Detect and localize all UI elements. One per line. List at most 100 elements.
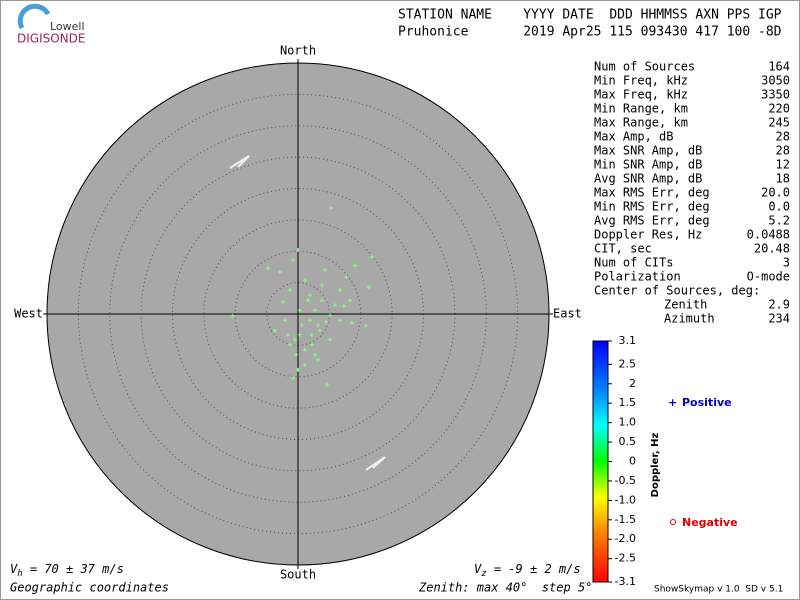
vh: Vh = 70 ± 37 m/s <box>10 562 124 579</box>
colorbar-tick-label: -1.0 <box>615 493 636 506</box>
logo-top: Lowell <box>50 20 85 33</box>
source-point <box>309 332 314 337</box>
source-point <box>302 347 307 352</box>
source-point <box>302 362 307 367</box>
colorbar-title: Doppler, Hz <box>650 433 661 498</box>
source-point <box>324 320 329 325</box>
stat-label: Avg RMS Err, deg <box>594 214 710 228</box>
source-point <box>353 263 358 268</box>
source-point <box>272 328 277 333</box>
legend-positive: Positive <box>682 396 732 409</box>
source-point <box>344 274 349 279</box>
source-point <box>329 205 334 210</box>
source-point <box>317 328 322 333</box>
colorbar-tick-label: 0 <box>629 455 636 468</box>
stat-value: 20.48 <box>754 242 790 256</box>
stat-label: Doppler Res, Hz <box>594 228 702 242</box>
stat-label: Min RMS Err, deg <box>594 200 710 214</box>
source-point <box>312 308 317 313</box>
source-point <box>287 342 292 347</box>
colorbar-tick-label: 2 <box>629 377 636 390</box>
source-point <box>292 337 297 342</box>
source-point <box>324 382 329 387</box>
colorbar-tick-label: 1.5 <box>619 396 637 409</box>
source-point <box>299 323 304 328</box>
source-point <box>366 285 371 290</box>
source-point <box>312 352 317 357</box>
source-point <box>302 278 307 283</box>
arrow <box>365 456 386 471</box>
stat-value: O-mode <box>747 270 790 284</box>
stat-value: 5.2 <box>768 214 790 228</box>
stat-value: 18 <box>776 172 790 186</box>
source-point <box>309 342 314 347</box>
stats: Num of Sources 164 Min Freq, kHz 3050 Max Fr… <box>594 60 790 326</box>
colorbar-tick-label: 2.5 <box>619 357 637 370</box>
colorbar-tick-label: 3.1 <box>619 334 637 347</box>
source-point <box>338 288 343 293</box>
stat-value: 220 <box>768 102 790 116</box>
stat-label: Max RMS Err, deg <box>594 186 710 200</box>
stat-label: Max Range, km <box>594 116 688 130</box>
center-label: Zenith <box>664 298 707 312</box>
colorbar-tick-label: 0.5 <box>619 435 637 448</box>
stat-label: Min SNR Amp, dB <box>594 158 702 172</box>
colorbar-tick-label: -0.5 <box>615 474 636 487</box>
stat-value: 12 <box>776 158 790 172</box>
version: ShowSkymap v 1.0 SD v 5.1 <box>654 585 783 595</box>
source-point <box>230 313 235 318</box>
stat-label: Min Freq, kHz <box>594 74 688 88</box>
source-point <box>338 318 343 323</box>
stat-label: Max Amp, dB <box>594 130 673 144</box>
stat-label: Avg SNR Amp, dB <box>594 172 702 186</box>
source-point <box>316 357 321 362</box>
source-point <box>307 318 312 323</box>
source-point <box>348 298 353 303</box>
vz: Vz = -9 ± 2 m/s <box>474 562 581 579</box>
source-point <box>280 300 285 305</box>
stat-label: Num of Sources <box>594 60 695 74</box>
source-point <box>297 308 302 313</box>
direction-label: North <box>280 44 316 58</box>
center-value: 234 <box>768 312 790 326</box>
source-point <box>319 298 324 303</box>
colorbar-tick-label: -2.0 <box>615 532 636 545</box>
center-label: Azimuth <box>664 312 715 326</box>
stat-value: 28 <box>776 130 790 144</box>
stat-label: CIT, sec <box>594 242 652 256</box>
stat-label: Center of Sources, deg: <box>594 284 760 298</box>
source-point <box>287 288 292 293</box>
colorbar <box>592 340 609 583</box>
stat-value: 3050 <box>761 74 790 88</box>
center-value: 2.9 <box>768 298 790 312</box>
legend-symbol: + <box>668 396 677 409</box>
stat-label: Max Freq, kHz <box>594 88 688 102</box>
stat-label: Num of CITs <box>594 256 673 270</box>
skymap: North South West East <box>14 44 582 582</box>
source-point <box>363 323 368 328</box>
header-columns: STATION NAME YYYY DATE DDD HHMMSS AXN PP… <box>398 8 782 23</box>
colorbar-tick-label: -2.5 <box>615 552 636 565</box>
stat-value: 0.0 <box>768 200 790 214</box>
header-values: Pruhonice 2019 Apr25 115 093430 417 100 … <box>398 25 782 40</box>
colorbar-tick-label: -1.5 <box>615 513 636 526</box>
stat-value: 3 <box>783 256 790 270</box>
stat-value: 164 <box>768 60 790 74</box>
legend-negative: Negative <box>682 516 738 529</box>
source-point <box>265 266 270 271</box>
stat-value: 20.0 <box>761 186 790 200</box>
source-point <box>328 337 333 342</box>
arrow <box>229 155 250 169</box>
legend-symbol <box>670 519 676 525</box>
stat-value: 28 <box>776 144 790 158</box>
source-point <box>297 332 302 337</box>
stat-value: 245 <box>768 116 790 130</box>
direction-label: West <box>14 307 43 321</box>
source-point <box>296 247 300 252</box>
source-point <box>307 293 312 298</box>
logo-bottom: DIGISONDE <box>17 32 85 46</box>
source-point <box>319 283 324 288</box>
source-point <box>294 352 299 357</box>
stat-value: 3350 <box>761 88 790 102</box>
source-point <box>333 303 338 308</box>
